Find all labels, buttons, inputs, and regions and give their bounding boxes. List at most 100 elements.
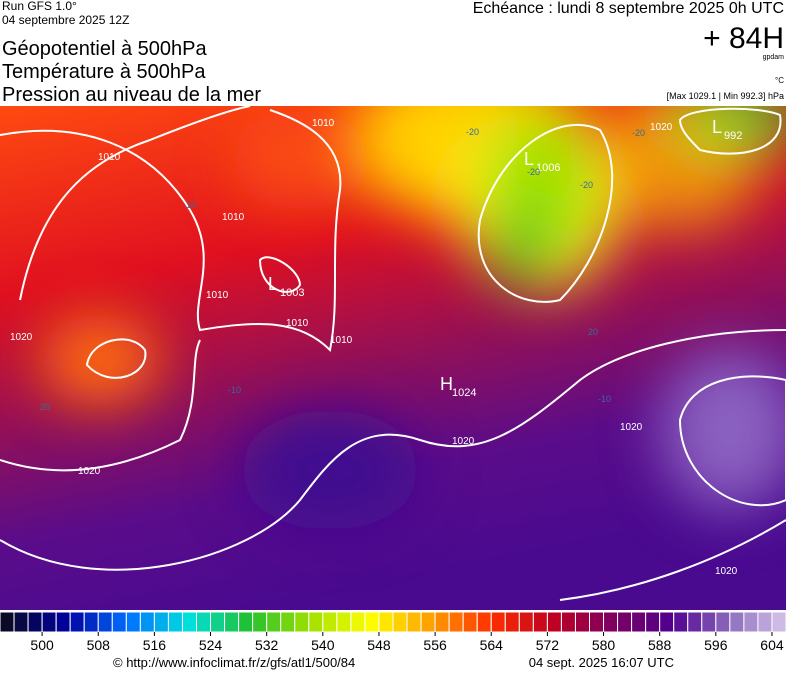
colorbar-swatch bbox=[574, 611, 591, 633]
temperature-label: -20 bbox=[527, 167, 540, 177]
isobar-label: 1020 bbox=[452, 436, 475, 447]
colorbar-swatch bbox=[378, 611, 394, 633]
colorbar-swatch bbox=[603, 611, 619, 633]
isobar-label: 1010 bbox=[222, 212, 245, 223]
temperature-label: -10 bbox=[228, 385, 241, 395]
field-shading bbox=[40, 106, 786, 530]
colorbar-swatch bbox=[406, 611, 422, 633]
isobar-label: 1020 bbox=[10, 332, 33, 343]
colorbar-swatch bbox=[322, 611, 338, 633]
lead-time: + 84H bbox=[703, 22, 784, 55]
colorbar-swatch bbox=[560, 611, 576, 633]
isobar-label: 1020 bbox=[715, 566, 738, 577]
colorbar: 500 508 516 524 532 540 548 556 564 572 580 588 596 6… bbox=[0, 611, 786, 653]
colorbar-swatch bbox=[673, 611, 689, 633]
center-value: 1024 bbox=[452, 387, 476, 399]
isobar-label: 1010 bbox=[286, 318, 309, 329]
colorbar-label: 580 bbox=[592, 637, 616, 653]
colorbar-swatch bbox=[687, 611, 703, 633]
colorbar-swatch bbox=[434, 611, 450, 633]
colorbar-label: 564 bbox=[480, 637, 504, 653]
colorbar-label: 604 bbox=[760, 637, 784, 653]
colorbar-swatch bbox=[167, 611, 183, 633]
colorbar-label: 524 bbox=[199, 637, 223, 653]
colorbar-swatch bbox=[715, 611, 731, 633]
colorbar-swatch bbox=[294, 611, 310, 633]
colorbar-label: 532 bbox=[255, 637, 279, 653]
colorbar-label: 572 bbox=[536, 637, 560, 653]
colorbar-swatch bbox=[504, 611, 520, 633]
temperature-label: -20 bbox=[632, 128, 645, 138]
unit: gpdam bbox=[763, 54, 785, 61]
temperature-label: 20 bbox=[40, 402, 50, 412]
isobar-label: 1010 bbox=[330, 335, 353, 346]
temperature-label: -20 bbox=[580, 180, 593, 190]
colorbar-swatch bbox=[153, 611, 169, 633]
field-title: Géopotentiel à 500hPa bbox=[2, 38, 207, 60]
colorbar-swatch bbox=[41, 611, 57, 633]
colorbar-swatch bbox=[210, 611, 226, 633]
colorbar-swatch bbox=[83, 611, 99, 633]
colorbar-swatch bbox=[546, 611, 562, 633]
center-value: 992 bbox=[724, 130, 742, 142]
run-date: 04 septembre 2025 12Z bbox=[2, 13, 129, 27]
colorbar-swatch bbox=[589, 611, 605, 633]
colorbar-label: 556 bbox=[423, 637, 447, 653]
colorbar-swatch bbox=[532, 611, 548, 633]
isobar-label: 1010 bbox=[206, 290, 229, 301]
colorbar-swatch bbox=[69, 611, 85, 633]
colorbar-swatch bbox=[617, 611, 633, 633]
temperature-label: -20 bbox=[466, 127, 479, 137]
colorbar-swatch bbox=[518, 611, 534, 633]
colorbar-swatch bbox=[364, 611, 380, 633]
isobar-label: 1020 bbox=[78, 466, 101, 477]
source: © http://www.infoclimat.fr/z/gfs/atl1/50… bbox=[113, 655, 355, 670]
temperature-label: 20 bbox=[588, 327, 598, 337]
colorbar-swatch bbox=[125, 611, 141, 633]
run-label: Run GFS 1.0° bbox=[2, 0, 77, 13]
colorbar-swatch bbox=[631, 611, 647, 633]
colorbar-swatch bbox=[181, 611, 197, 633]
center-value: 1003 bbox=[280, 287, 304, 299]
isobar-label: 1010 bbox=[98, 152, 121, 163]
colorbar-swatch bbox=[462, 611, 478, 633]
colorbar-label: 588 bbox=[648, 637, 672, 653]
colorbar-swatch bbox=[743, 611, 759, 633]
colorbar-swatch bbox=[392, 611, 408, 633]
colorbar-swatch bbox=[350, 611, 366, 633]
colorbar-swatch bbox=[729, 611, 745, 633]
colorbar-swatch bbox=[196, 611, 212, 633]
field-title: Température à 500hPa bbox=[2, 61, 206, 83]
colorbar-label: 596 bbox=[704, 637, 728, 653]
colorbar-swatch bbox=[476, 611, 492, 633]
temperature-label: -10 bbox=[183, 200, 196, 210]
field-title: Pression au niveau de la mer bbox=[2, 84, 261, 106]
colorbar-swatch bbox=[27, 611, 43, 633]
colorbar-swatch bbox=[139, 611, 155, 633]
colorbar-swatch bbox=[420, 611, 436, 633]
colorbar-label: 516 bbox=[143, 637, 167, 653]
colorbar-swatch bbox=[280, 611, 296, 633]
valid-time: Echéance : lundi 8 septembre 2025 0h UTC bbox=[473, 0, 784, 17]
colorbar-swatch bbox=[0, 611, 15, 633]
temperature-label: -10 bbox=[598, 394, 611, 404]
colorbar-swatch bbox=[659, 611, 675, 633]
colorbar-swatch bbox=[701, 611, 717, 633]
colorbar-swatch bbox=[111, 611, 127, 633]
isobar-label: 1010 bbox=[312, 118, 335, 129]
colorbar-swatch bbox=[771, 611, 786, 633]
center-value: 1006 bbox=[536, 162, 560, 174]
isobar-label: 1020 bbox=[620, 422, 643, 433]
colorbar-swatch bbox=[336, 611, 352, 633]
center-letter: L bbox=[524, 149, 534, 169]
colorbar-swatch bbox=[266, 611, 282, 633]
colorbar-swatch bbox=[55, 611, 71, 633]
colorbar-swatch bbox=[224, 611, 240, 633]
pressure-range: [Max 1029.1 | Min 992.3] hPa bbox=[667, 91, 784, 101]
colorbar-label: 508 bbox=[87, 637, 111, 653]
colorbar-label: 500 bbox=[30, 637, 54, 653]
center-letter: L bbox=[268, 274, 278, 294]
colorbar-swatch bbox=[97, 611, 113, 633]
colorbar-label: 548 bbox=[367, 637, 391, 653]
